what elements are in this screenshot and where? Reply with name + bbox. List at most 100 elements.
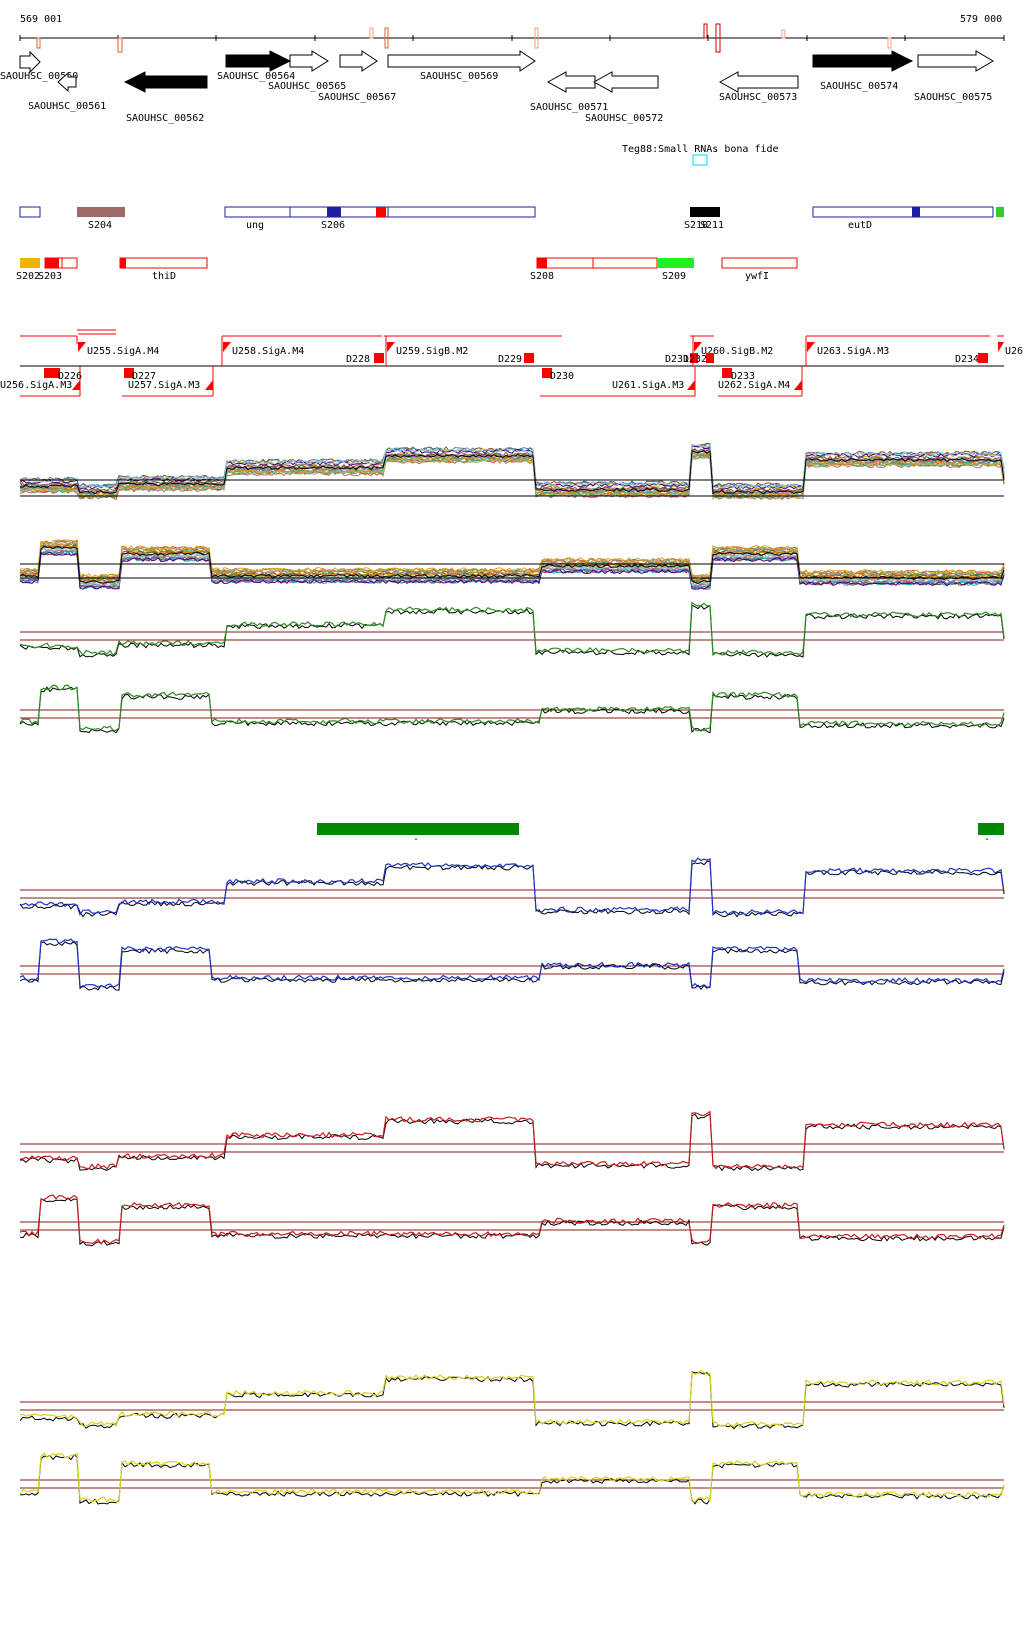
- gene-label: SAOUHSC_00571: [530, 102, 608, 113]
- sample-profile-line: [19, 539, 1005, 579]
- multi-sample-plus-strand-track: [19, 442, 1005, 501]
- srna-label: S202: [16, 271, 40, 282]
- srna-s204[interactable]: [77, 207, 125, 217]
- green-plus-strand-track: [19, 601, 1005, 658]
- gene-track: SAOUHSC_00560 SAOUHSC_00561 SAOUHSC_0056…: [0, 50, 994, 124]
- promoter-u258[interactable]: U258.SigA.M4: [223, 342, 304, 357]
- srna-eutD-block: [912, 207, 920, 217]
- profile-line-black: [19, 1371, 1005, 1430]
- promoter-label: U263.SigA.M3: [817, 346, 889, 357]
- terminator-d226[interactable]: D226: [44, 368, 82, 382]
- srna-ywfI[interactable]: [721, 257, 798, 269]
- srna-green-edge[interactable]: [996, 207, 1004, 217]
- promoter-u264[interactable]: U26: [998, 342, 1023, 357]
- teg88-feature[interactable]: [692, 154, 708, 166]
- profile-line-colored: [19, 601, 1005, 657]
- terminator-d233[interactable]: D233: [722, 368, 755, 382]
- gene-saouhsc-00560[interactable]: SAOUHSC_00560: [0, 50, 78, 82]
- sample-profile-line: [19, 551, 1005, 590]
- gene-saouhsc-00571[interactable]: SAOUHSC_00571: [530, 71, 608, 113]
- terminator-d228[interactable]: D228: [346, 353, 384, 365]
- srna-label: S211: [700, 220, 724, 231]
- gene-label: SAOUHSC_00562: [126, 113, 204, 124]
- srna-s209[interactable]: [657, 258, 694, 268]
- srna-label: S204: [88, 220, 112, 231]
- promoter-u259[interactable]: U259.SigB.M2: [387, 342, 468, 357]
- gene-saouhsc-00574[interactable]: SAOUHSC_00574: [812, 50, 914, 92]
- blue-plus-strand-track: [19, 857, 1005, 918]
- promoter-track: U255.SigA.M4 U258.SigA.M4 U259.SigB.M2 U…: [0, 329, 1023, 397]
- terminator-d234[interactable]: D234: [955, 353, 988, 365]
- gene-saouhsc-00562[interactable]: SAOUHSC_00562: [123, 71, 208, 124]
- srna-row-1: S204 ung S206 S210 S211 eutD: [19, 206, 1004, 231]
- green-region-bar[interactable]: [978, 823, 1004, 835]
- gene-saouhsc-00564[interactable]: SAOUHSC_00564: [217, 50, 295, 82]
- gene-saouhsc-00575[interactable]: SAOUHSC_00575: [914, 50, 994, 103]
- start-coordinate: 569 001: [20, 14, 62, 25]
- yellow-plus-strand-track: [19, 1369, 1005, 1430]
- promoter-label: U259.SigB.M2: [396, 346, 468, 357]
- profile-line-black: [19, 1454, 1005, 1505]
- promoter-u263[interactable]: U263.SigA.M3: [807, 342, 889, 357]
- terminator-d230[interactable]: D230: [542, 368, 574, 382]
- promoter-u260[interactable]: U260.SigB.M2: [694, 342, 773, 357]
- green-region-bar[interactable]: [317, 823, 519, 835]
- promoter-u256[interactable]: U256.SigA.M3: [0, 380, 80, 391]
- gene-saouhsc-00567[interactable]: SAOUHSC_00567: [318, 50, 396, 103]
- profile-line-black: [19, 604, 1005, 658]
- srna-s208-block: [537, 258, 547, 268]
- profile-line-black: [19, 1113, 1005, 1172]
- srna-s210[interactable]: [690, 207, 720, 217]
- promoter-u261[interactable]: U261.SigA.M3: [612, 380, 695, 391]
- ruler-ticks: [19, 35, 1005, 41]
- srna-label: eutD: [848, 220, 872, 231]
- gene-saouhsc-00572[interactable]: SAOUHSC_00572: [585, 71, 663, 124]
- profile-line-colored: [19, 684, 1005, 732]
- gene-label: SAOUHSC_00574: [820, 81, 898, 92]
- profile-line-colored: [19, 1452, 1005, 1503]
- dash-label: -: [984, 834, 990, 845]
- promoter-label: U257.SigA.M3: [128, 380, 200, 391]
- yellow-minus-strand-track: [19, 1452, 1005, 1505]
- gene-saouhsc-00565[interactable]: SAOUHSC_00565: [268, 50, 346, 92]
- promoter-u255[interactable]: U255.SigA.M4: [78, 342, 159, 357]
- green-region-bars: - -: [317, 823, 1004, 845]
- coordinate-ruler: 569 001 579 000: [19, 14, 1005, 53]
- promoter-label: U262.SigA.M4: [718, 380, 790, 391]
- sample-profile-line: [19, 543, 1005, 583]
- promoter-u262[interactable]: U262.SigA.M4: [718, 380, 802, 391]
- promoter-label: U26: [1005, 346, 1023, 357]
- sample-profile-line: [19, 455, 1005, 501]
- promoter-u257[interactable]: U257.SigA.M3: [128, 380, 213, 391]
- gene-saouhsc-00569[interactable]: SAOUHSC_00569: [387, 50, 536, 82]
- gene-label: SAOUHSC_00564: [217, 71, 295, 82]
- terminator-d229[interactable]: D229: [498, 353, 534, 365]
- promoter-label: U256.SigA.M3: [0, 380, 72, 391]
- ruler-markers: [36, 23, 892, 53]
- srna-s206-block: [327, 207, 341, 217]
- srna-eutD[interactable]: [812, 206, 994, 218]
- profile-line-colored: [19, 1194, 1005, 1246]
- profile-line-colored: [19, 1369, 1005, 1428]
- blue-minus-strand-track: [19, 938, 1005, 991]
- srna-label: S208: [530, 271, 554, 282]
- multi-sample-minus-strand-track: [19, 539, 1005, 591]
- gene-saouhsc-00561[interactable]: SAOUHSC_00561: [28, 71, 106, 112]
- srna-s208[interactable]: [536, 257, 658, 269]
- promoter-range-lines: [20, 329, 1004, 397]
- gene-label: SAOUHSC_00560: [0, 71, 78, 82]
- srna-box[interactable]: [19, 206, 41, 218]
- gene-label: SAOUHSC_00569: [420, 71, 498, 82]
- gene-saouhsc-00573[interactable]: SAOUHSC_00573: [718, 71, 799, 103]
- srna-s202[interactable]: [20, 258, 40, 268]
- srna-thiD[interactable]: [119, 257, 208, 269]
- sample-profile-line: [19, 551, 1005, 591]
- small-rna-track-label: Teg88:Small RNAs bona fide: [622, 144, 779, 155]
- gene-label: SAOUHSC_00572: [585, 113, 663, 124]
- terminator-d231[interactable]: D231: [665, 353, 698, 365]
- terminator-label: D231: [665, 354, 689, 365]
- promoter-label: U261.SigA.M3: [612, 380, 684, 391]
- sample-profile-line: [19, 444, 1005, 489]
- terminator-d227[interactable]: D227: [124, 368, 156, 382]
- terminator-d232[interactable]: D232: [683, 353, 714, 365]
